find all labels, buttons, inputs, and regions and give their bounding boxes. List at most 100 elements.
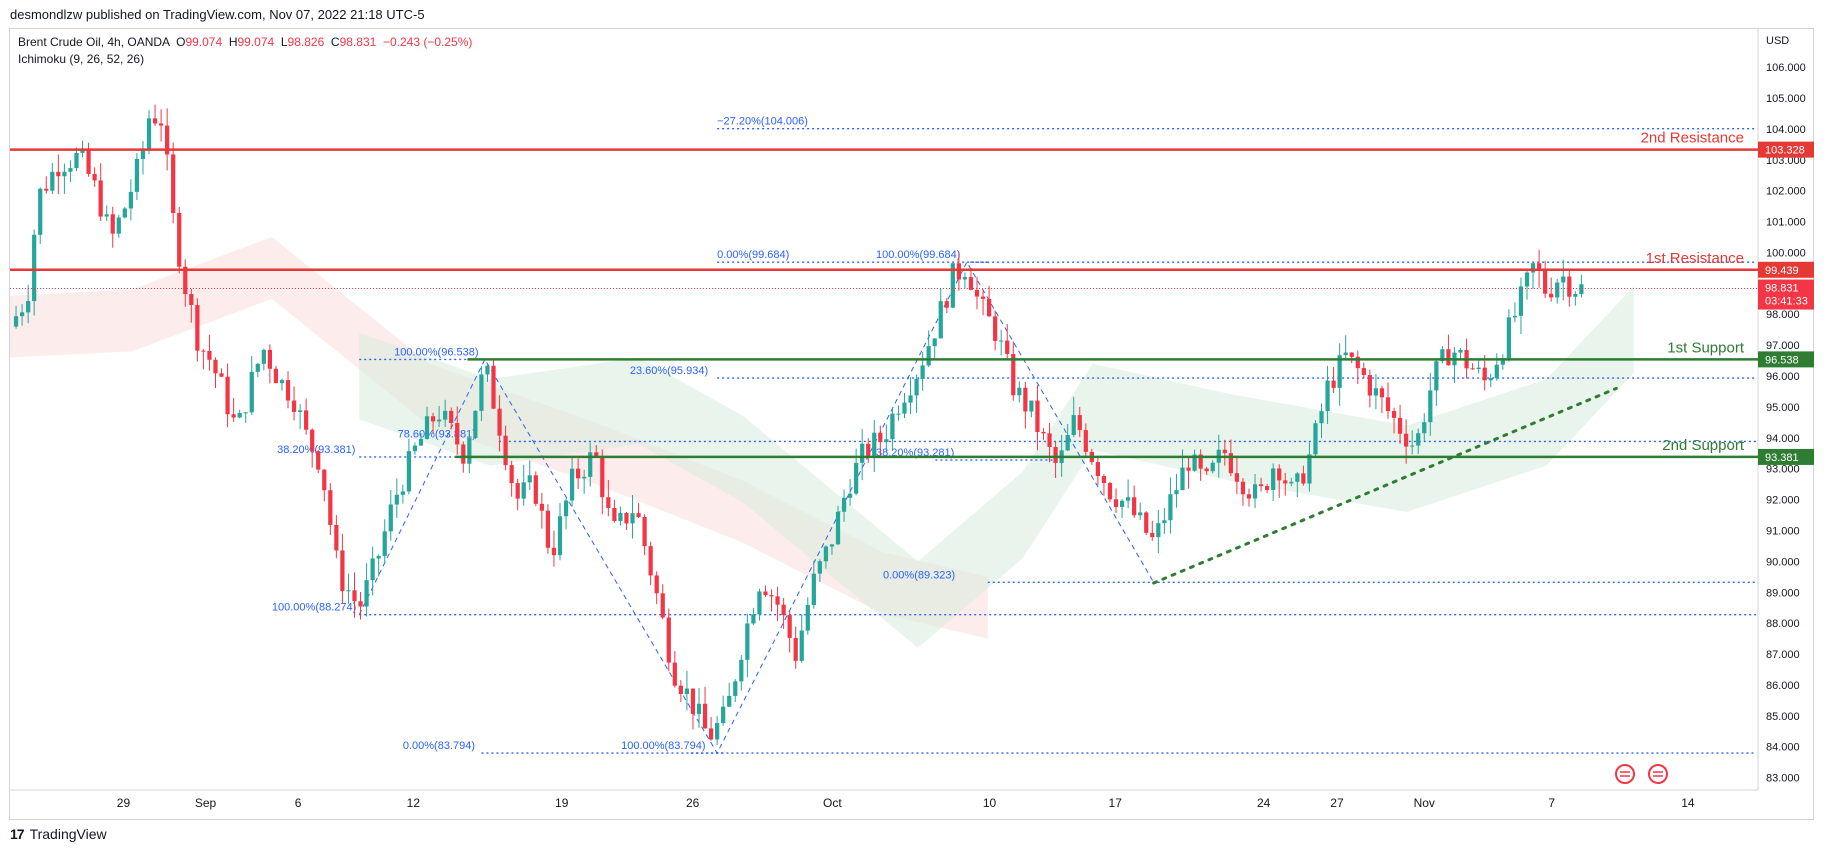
candle-body [219,373,224,377]
candle-body [1410,445,1415,447]
candle-body [1246,494,1252,499]
candle-body [787,615,792,638]
symbol-name[interactable]: Brent Crude Oil, 4h, OANDA [18,35,170,49]
candle-body [968,277,974,290]
x-tick-label: Nov [1414,796,1435,810]
y-tick-label: 102.000 [1766,186,1806,198]
candle-body [527,475,532,483]
candle-body [708,728,714,740]
us-event-flag-icon [1648,764,1668,784]
candle-body [594,452,599,457]
candle-body [467,438,472,464]
candle-body [388,504,393,532]
y-tick-label: 86.000 [1766,680,1800,692]
candle-body [1023,387,1028,412]
candle-body [1017,387,1022,396]
candle-body [1144,512,1149,533]
candle-body [461,444,466,464]
candle-body [146,118,152,150]
candle-body [231,414,236,418]
candle-body [334,524,339,551]
change-value: −0.243 (−0.25%) [382,35,473,49]
candle-body [1397,417,1403,434]
y-tick-label: 106.000 [1766,62,1806,74]
candle-body [993,316,998,341]
candle-body [781,604,786,616]
candle-body [340,550,345,592]
open-value: 99.074 [185,35,223,49]
candle-body [491,365,496,409]
y-tick-label: 93.000 [1766,464,1800,476]
candle-body [1210,462,1215,472]
candle-body [110,214,115,234]
indicator-legend[interactable]: Ichimoku (9, 26, 52, 26) [18,52,145,66]
y-tick-label: 85.000 [1766,711,1800,723]
y-tick-label: 91.000 [1766,525,1800,537]
candle-body [854,462,859,494]
candle-body [1252,484,1258,499]
candle-body [1035,400,1040,432]
candle-body [986,298,992,317]
candle-body [376,555,381,559]
candle-body [1494,364,1499,379]
fib-level-label: 38.20%(93.381) [277,444,355,456]
candle-body [1174,490,1179,495]
symbol-legend: Brent Crude Oil, 4h, OANDA O99.074 H99.0… [18,34,472,51]
candle-body [104,214,109,217]
candle-body [872,432,877,456]
x-tick-label: 27 [1330,796,1344,810]
candle-body [1512,315,1518,318]
candle-body [177,212,182,267]
candle-body [847,493,853,498]
candle-body [1331,380,1336,388]
candle-body [382,531,387,556]
candle-body [630,513,635,524]
candle-body [158,123,164,126]
candle-body [1240,481,1246,495]
candle-body [1186,467,1191,471]
bar-countdown-text: 03:41:33 [1765,296,1808,308]
candle-body [1258,484,1264,487]
y-tick-label: 98.000 [1766,309,1800,321]
fib-level-label: 78.60%(93.881) [398,428,476,440]
candle-body [322,469,327,491]
candle-body [1325,380,1330,412]
candle-body [1150,532,1155,538]
candle-body [1337,355,1342,388]
candle-body [696,703,702,714]
y-tick-label: 92.000 [1766,495,1800,507]
candle-body [624,512,629,524]
candle-body [1277,468,1282,481]
candle-body [19,312,25,317]
candle-body [412,445,418,452]
price-tag-text: 96.538 [1765,354,1799,366]
candle-body [1289,481,1294,484]
candle-body [751,614,756,624]
y-tick-label: 94.000 [1766,433,1800,445]
candle-body [418,438,424,446]
candle-body [140,149,146,159]
footer-brand: TradingView [29,826,107,842]
candle-body [763,591,768,596]
candle-body [171,154,176,213]
y-tick-label: 105.000 [1766,93,1806,105]
y-tick-label: 96.000 [1766,371,1800,383]
x-tick-label: Oct [823,796,842,810]
candle-body [1549,293,1554,298]
level-name-label: 1st Resistance [1646,250,1744,267]
candle-body [648,546,653,576]
high-value: 99.074 [237,35,275,49]
ohlc-values: O99.074 H99.074 L98.826 C98.831 −0.243 (… [176,35,473,49]
price-tag [1758,261,1814,278]
x-tick-label: 29 [117,796,131,810]
x-tick-label: 17 [1109,796,1123,810]
candle-body [660,593,665,618]
candle-body [866,443,871,456]
candle-body [1524,272,1530,287]
candle-body [944,301,949,308]
candle-body [243,412,248,414]
chart-frame [9,28,1814,820]
candle-body [1391,411,1397,418]
candle-body [1518,286,1524,316]
